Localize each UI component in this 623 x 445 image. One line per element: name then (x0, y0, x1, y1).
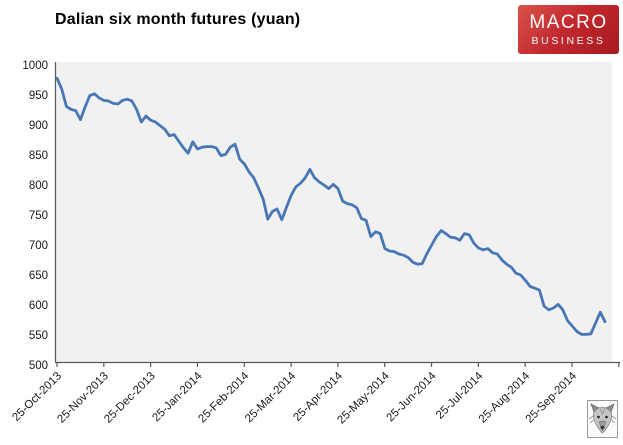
y-tick-label: 950 (29, 90, 48, 102)
wolf-icon (587, 400, 618, 438)
macrobusiness-logo: MACRO BUSINESS (518, 5, 619, 54)
x-tick-label: 25-Mar-2014 (243, 370, 298, 425)
y-tick-label: 900 (29, 120, 48, 132)
y-tick-label: 1000 (22, 60, 48, 72)
x-tick-label: 25-Jul-2014 (434, 370, 486, 422)
x-tick-label: 25-Sep-2014 (524, 370, 580, 426)
wolf-watermark (587, 400, 618, 438)
plot-area (55, 62, 612, 363)
chart-title: Dalian six month futures (yuan) (55, 11, 301, 28)
y-tick-label: 850 (29, 150, 48, 162)
logo-text-macro: MACRO (529, 12, 608, 33)
y-tick-label: 700 (29, 240, 48, 252)
x-tick-label: 25-Jun-2014 (385, 370, 440, 425)
y-tick-label: 650 (29, 270, 48, 282)
y-tick-label: 550 (29, 330, 48, 342)
y-tick-label: 750 (29, 210, 48, 222)
y-tick-label: 800 (29, 180, 48, 192)
y-tick-label: 500 (29, 360, 48, 372)
price-line (55, 76, 607, 336)
logo-text-business: BUSINESS (531, 35, 606, 47)
y-tick-label: 600 (29, 300, 48, 312)
